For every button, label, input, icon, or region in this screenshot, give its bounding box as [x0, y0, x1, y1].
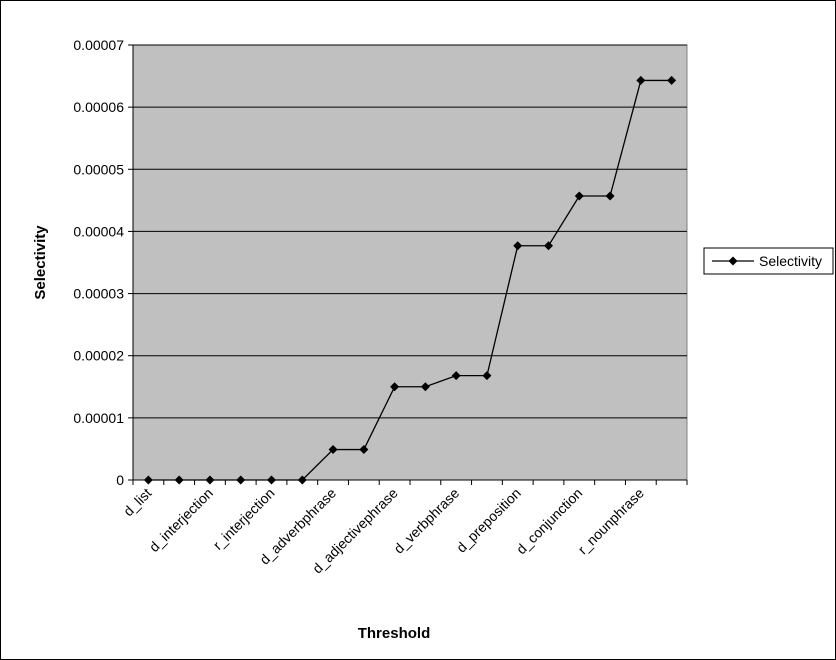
- data-point-marker: [359, 445, 369, 455]
- x-axis-title: Threshold: [358, 625, 431, 642]
- data-point-marker: [482, 371, 492, 381]
- y-tick-label: 0.00003: [73, 286, 124, 302]
- y-axis-title: Selectivity: [32, 225, 49, 300]
- data-point-marker: [236, 475, 246, 485]
- x-tick-label: r_nounphrase: [575, 485, 648, 558]
- x-tick-label: r_interjection: [210, 485, 278, 553]
- series-group: [143, 75, 677, 485]
- gridlines: [133, 44, 687, 419]
- data-point-marker: [636, 75, 646, 85]
- data-point-marker: [328, 445, 338, 455]
- data-point-marker: [451, 371, 461, 381]
- data-point-marker: [267, 475, 276, 485]
- data-point-marker: [513, 241, 523, 251]
- x-tick-label: d_verbphrase: [390, 485, 462, 557]
- plot-area: [132, 44, 688, 481]
- data-point-marker: [174, 475, 184, 485]
- legend-label: Selectivity: [759, 253, 822, 269]
- y-tick-label: 0.00002: [73, 348, 124, 364]
- y-tick-label: 0.00005: [73, 161, 124, 177]
- data-point-marker: [574, 191, 584, 201]
- x-tick-label: d_interjection: [146, 485, 216, 555]
- legend-marker-icon: [728, 256, 738, 266]
- data-point-marker: [390, 382, 400, 392]
- data-point-marker: [605, 191, 615, 201]
- data-point-marker: [544, 241, 553, 251]
- x-tick-label: d_list: [120, 485, 155, 520]
- data-point-marker: [205, 475, 215, 485]
- data-point-marker: [297, 475, 307, 485]
- y-axis-ticks: 0 0.00001 0.00002 0.00003 0.00004 0.00005 0.00…: [73, 37, 133, 488]
- legend: Selectivity: [703, 247, 834, 275]
- data-point-marker: [143, 475, 153, 485]
- y-tick-label: 0.00001: [73, 410, 124, 426]
- y-tick-label: 0.00007: [73, 37, 124, 53]
- series-line: [148, 79, 672, 481]
- x-axis-ticks: d_listd_interjectionr_interjectiond_adve…: [120, 480, 688, 576]
- data-point-marker: [420, 382, 430, 392]
- y-tick-label: 0.00006: [73, 99, 124, 115]
- data-point-marker: [667, 75, 677, 85]
- y-tick-label: 0: [116, 472, 124, 488]
- y-tick-label: 0.00004: [73, 223, 124, 239]
